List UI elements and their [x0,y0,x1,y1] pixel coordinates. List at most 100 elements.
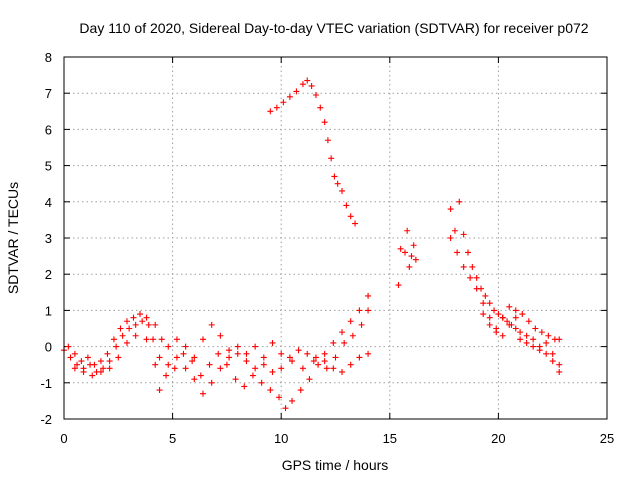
y-tick-label-4: 2 [45,267,52,282]
data-point-track-c-19 [232,376,239,383]
data-point-track-a-6 [100,365,107,372]
data-point-track-d-17 [347,213,354,220]
data-point-track-f-8 [482,292,489,299]
data-point-track-a-1 [67,354,74,361]
data-point-track-e-5 [408,253,415,260]
data-point-track-f-15 [512,325,519,332]
data-point-track-e-3 [404,227,411,234]
data-point-track-b-14 [158,336,165,343]
data-point-track-a-15 [156,354,163,361]
data-point-track-b-21 [217,332,224,339]
data-point-track-a-23 [226,354,233,361]
y-tick-label-9: 7 [45,86,52,101]
data-point-track-a-19 [191,376,198,383]
data-point-track-c-6 [123,339,130,346]
data-point-track-f-5 [469,263,476,270]
data-point-track-a-8 [113,343,120,350]
data-point-track-a-37 [347,361,354,368]
data-point-track-d-3 [286,93,293,100]
data-point-track-b-22 [226,347,233,354]
data-point-track-d-0 [267,108,274,115]
data-point-track-c-13 [180,350,187,357]
data-point-track-h-5 [512,314,519,321]
data-point-track-f-0 [447,206,454,213]
data-point-track-a-13 [145,321,152,328]
data-point-track-b-19 [200,336,207,343]
data-point-track-c-14 [189,358,196,365]
y-tick-label-0: -2 [40,412,52,427]
data-point-track-c-20 [241,383,248,390]
grid-lines [64,57,607,419]
data-point-track-c-21 [249,372,256,379]
data-point-track-g-9 [506,303,513,310]
data-point-track-a-28 [269,368,276,375]
y-tick-label-6: 4 [45,195,52,210]
x-axis-label: GPS time / hours [282,457,389,473]
data-point-track-c-33 [349,332,356,339]
data-point-track-a-11 [132,321,139,328]
data-point-track-f-2 [456,198,463,205]
data-point-track-h-8 [530,343,537,350]
data-points [61,77,563,412]
series-track-a [61,318,372,397]
data-point-track-b-10 [130,314,137,321]
y-tick-label-5: 3 [45,231,52,246]
data-point-track-g-10 [512,307,519,314]
data-point-track-c-18 [223,361,230,368]
x-tick-label-4: 20 [491,431,505,446]
y-tick-label-2: 0 [45,340,52,355]
data-point-track-d-16 [343,202,350,209]
data-point-track-g-12 [525,318,532,325]
data-point-track-c-32 [341,339,348,346]
data-point-track-a-35 [330,365,337,372]
data-point-track-c-24 [276,394,283,401]
data-point-track-h-3 [499,332,506,339]
chart-title: Day 110 of 2020, Sidereal Day-to-day VTE… [79,20,588,36]
data-point-track-c-35 [365,307,372,314]
data-point-track-f-22 [556,368,563,375]
data-point-track-d-4 [293,88,300,95]
data-point-track-a-14 [150,336,157,343]
data-point-track-g-14 [538,329,545,336]
data-point-track-b-36 [356,307,363,314]
axis-ticks: 0 5 10 15 20 25 -2 -1 0 1 2 3 4 5 6 7 8 [40,50,614,446]
data-point-track-f-1 [451,227,458,234]
data-point-track-c-27 [297,387,304,394]
data-point-track-h-12 [556,361,563,368]
data-point-track-a-9 [119,332,126,339]
data-point-track-g-4 [473,285,480,292]
data-point-track-b-6 [104,350,111,357]
data-point-track-c-12 [171,365,178,372]
data-point-track-f-6 [473,274,480,281]
data-point-track-g-17 [556,336,563,343]
data-point-track-f-18 [530,336,537,343]
data-point-track-b-24 [243,350,250,357]
data-point-track-b-2 [78,358,85,365]
y-tick-label-8: 6 [45,122,52,137]
y-tick-label-10: 8 [45,50,52,65]
data-point-track-b-26 [260,354,267,361]
series-track-b [65,292,372,372]
data-point-track-b-9 [123,318,130,325]
data-point-track-c-4 [106,365,113,372]
data-point-track-c-28 [306,376,313,383]
data-point-track-b-32 [321,350,328,357]
data-point-track-h-1 [486,321,493,328]
y-tick-label-1: -1 [40,376,52,391]
data-point-track-g-5 [480,300,487,307]
data-point-track-c-29 [315,361,322,368]
data-point-track-d-15 [339,187,346,194]
data-point-track-b-17 [182,343,189,350]
series-track-f [447,198,563,375]
series-track-h [480,311,563,368]
data-point-track-f-9 [486,300,493,307]
data-point-track-b-11 [137,311,144,318]
data-point-track-c-0 [71,365,78,372]
data-point-track-b-13 [152,321,159,328]
data-point-track-a-25 [243,358,250,365]
data-point-track-b-12 [143,314,150,321]
data-point-track-c-34 [358,321,365,328]
data-point-track-b-31 [310,358,317,365]
data-point-track-c-26 [289,397,296,404]
data-point-track-f-3 [460,231,467,238]
